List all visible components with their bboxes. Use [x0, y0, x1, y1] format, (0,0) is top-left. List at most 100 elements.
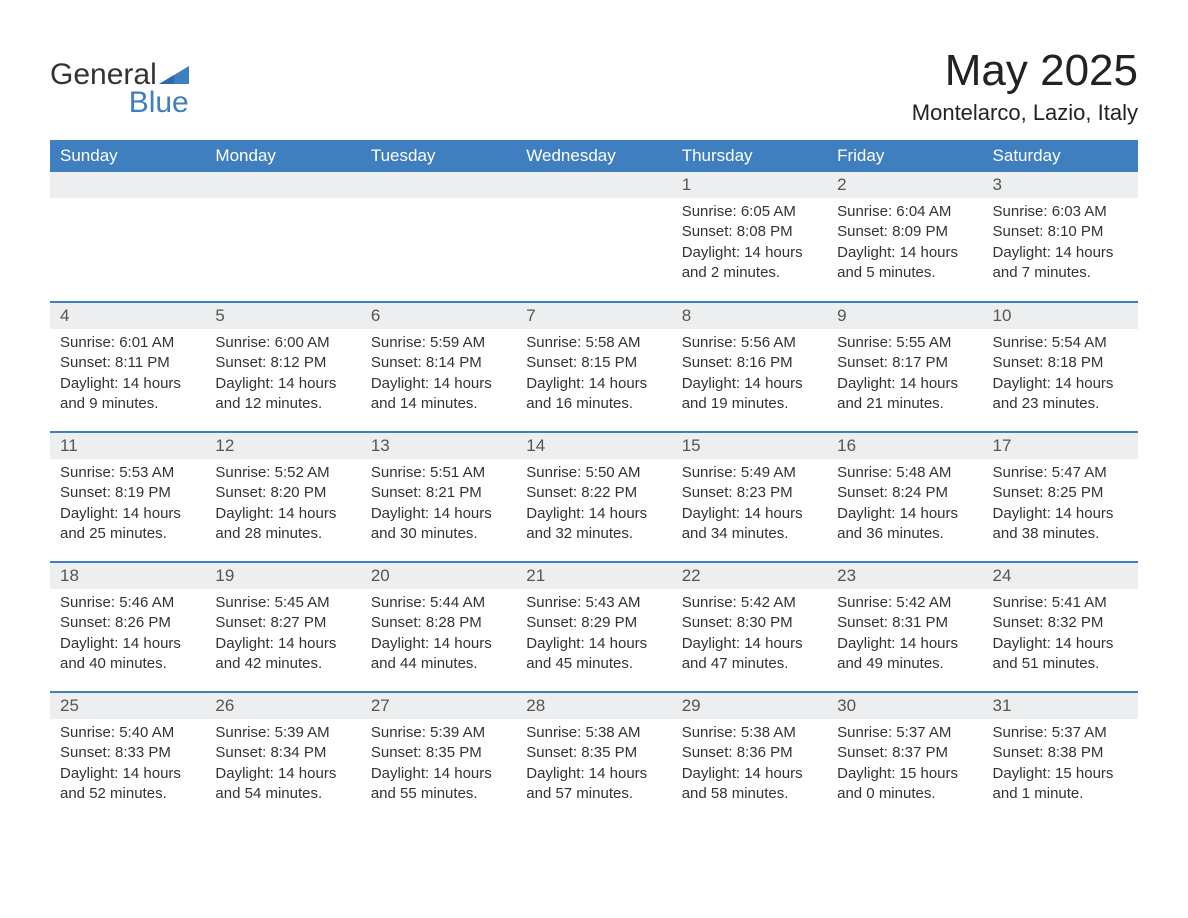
day-body: Sunrise: 5:59 AMSunset: 8:14 PMDaylight:… [361, 329, 516, 422]
day-body: Sunrise: 5:41 AMSunset: 8:32 PMDaylight:… [983, 589, 1138, 682]
calendar-cell: 27Sunrise: 5:39 AMSunset: 8:35 PMDayligh… [361, 692, 516, 822]
day-number: 2 [827, 172, 982, 198]
day-number: 27 [361, 693, 516, 719]
day-body: Sunrise: 5:42 AMSunset: 8:30 PMDaylight:… [672, 589, 827, 682]
calendar-cell: 13Sunrise: 5:51 AMSunset: 8:21 PMDayligh… [361, 432, 516, 562]
calendar-cell: 25Sunrise: 5:40 AMSunset: 8:33 PMDayligh… [50, 692, 205, 822]
weekday-header: Monday [205, 140, 360, 172]
day-number: 23 [827, 563, 982, 589]
calendar-cell [205, 172, 360, 302]
calendar-cell: 29Sunrise: 5:38 AMSunset: 8:36 PMDayligh… [672, 692, 827, 822]
header-row: General Blue May 2025 Montelarco, Lazio,… [50, 40, 1138, 134]
calendar-cell: 15Sunrise: 5:49 AMSunset: 8:23 PMDayligh… [672, 432, 827, 562]
calendar-cell [516, 172, 671, 302]
day-number: 12 [205, 433, 360, 459]
day-body: Sunrise: 6:01 AMSunset: 8:11 PMDaylight:… [50, 329, 205, 422]
day-body: Sunrise: 5:38 AMSunset: 8:35 PMDaylight:… [516, 719, 671, 812]
day-body: Sunrise: 5:58 AMSunset: 8:15 PMDaylight:… [516, 329, 671, 422]
day-body: Sunrise: 5:45 AMSunset: 8:27 PMDaylight:… [205, 589, 360, 682]
calendar-cell: 28Sunrise: 5:38 AMSunset: 8:35 PMDayligh… [516, 692, 671, 822]
calendar-header: SundayMondayTuesdayWednesdayThursdayFrid… [50, 140, 1138, 172]
day-body: Sunrise: 5:40 AMSunset: 8:33 PMDaylight:… [50, 719, 205, 812]
day-body: Sunrise: 5:50 AMSunset: 8:22 PMDaylight:… [516, 459, 671, 552]
calendar-cell: 6Sunrise: 5:59 AMSunset: 8:14 PMDaylight… [361, 302, 516, 432]
day-number: 1 [672, 172, 827, 198]
day-body: Sunrise: 5:48 AMSunset: 8:24 PMDaylight:… [827, 459, 982, 552]
day-body: Sunrise: 5:53 AMSunset: 8:19 PMDaylight:… [50, 459, 205, 552]
day-body: Sunrise: 5:43 AMSunset: 8:29 PMDaylight:… [516, 589, 671, 682]
calendar-table: SundayMondayTuesdayWednesdayThursdayFrid… [50, 140, 1138, 822]
calendar-cell: 30Sunrise: 5:37 AMSunset: 8:37 PMDayligh… [827, 692, 982, 822]
calendar-cell: 4Sunrise: 6:01 AMSunset: 8:11 PMDaylight… [50, 302, 205, 432]
day-number: 7 [516, 303, 671, 329]
day-number: 9 [827, 303, 982, 329]
calendar-row: 4Sunrise: 6:01 AMSunset: 8:11 PMDaylight… [50, 302, 1138, 432]
calendar-body: 1Sunrise: 6:05 AMSunset: 8:08 PMDaylight… [50, 172, 1138, 822]
day-body: Sunrise: 5:46 AMSunset: 8:26 PMDaylight:… [50, 589, 205, 682]
day-number: 13 [361, 433, 516, 459]
brand-word-blue: Blue [50, 88, 189, 118]
day-body: Sunrise: 5:44 AMSunset: 8:28 PMDaylight:… [361, 589, 516, 682]
day-number: 15 [672, 433, 827, 459]
day-body: Sunrise: 5:42 AMSunset: 8:31 PMDaylight:… [827, 589, 982, 682]
calendar-cell: 8Sunrise: 5:56 AMSunset: 8:16 PMDaylight… [672, 302, 827, 432]
day-number: 16 [827, 433, 982, 459]
day-number: 17 [983, 433, 1138, 459]
day-number: 29 [672, 693, 827, 719]
day-number: 5 [205, 303, 360, 329]
day-body: Sunrise: 5:37 AMSunset: 8:38 PMDaylight:… [983, 719, 1138, 812]
day-body: Sunrise: 6:00 AMSunset: 8:12 PMDaylight:… [205, 329, 360, 422]
calendar-cell: 3Sunrise: 6:03 AMSunset: 8:10 PMDaylight… [983, 172, 1138, 302]
title-block: May 2025 Montelarco, Lazio, Italy [912, 40, 1138, 134]
calendar-row: 1Sunrise: 6:05 AMSunset: 8:08 PMDaylight… [50, 172, 1138, 302]
calendar-cell: 10Sunrise: 5:54 AMSunset: 8:18 PMDayligh… [983, 302, 1138, 432]
weekday-header: Thursday [672, 140, 827, 172]
calendar-row: 11Sunrise: 5:53 AMSunset: 8:19 PMDayligh… [50, 432, 1138, 562]
calendar-cell: 7Sunrise: 5:58 AMSunset: 8:15 PMDaylight… [516, 302, 671, 432]
day-number: 4 [50, 303, 205, 329]
day-number: 21 [516, 563, 671, 589]
calendar-cell: 16Sunrise: 5:48 AMSunset: 8:24 PMDayligh… [827, 432, 982, 562]
day-number: 30 [827, 693, 982, 719]
calendar-cell: 18Sunrise: 5:46 AMSunset: 8:26 PMDayligh… [50, 562, 205, 692]
weekday-header: Saturday [983, 140, 1138, 172]
day-number: 20 [361, 563, 516, 589]
day-number: 24 [983, 563, 1138, 589]
brand-triangle-icon [159, 66, 189, 84]
calendar-cell: 31Sunrise: 5:37 AMSunset: 8:38 PMDayligh… [983, 692, 1138, 822]
day-number: 3 [983, 172, 1138, 198]
day-body: Sunrise: 5:47 AMSunset: 8:25 PMDaylight:… [983, 459, 1138, 552]
calendar-cell: 26Sunrise: 5:39 AMSunset: 8:34 PMDayligh… [205, 692, 360, 822]
calendar-cell: 5Sunrise: 6:00 AMSunset: 8:12 PMDaylight… [205, 302, 360, 432]
calendar-cell: 22Sunrise: 5:42 AMSunset: 8:30 PMDayligh… [672, 562, 827, 692]
day-body: Sunrise: 5:38 AMSunset: 8:36 PMDaylight:… [672, 719, 827, 812]
calendar-cell: 24Sunrise: 5:41 AMSunset: 8:32 PMDayligh… [983, 562, 1138, 692]
calendar-cell: 12Sunrise: 5:52 AMSunset: 8:20 PMDayligh… [205, 432, 360, 562]
day-body: Sunrise: 5:52 AMSunset: 8:20 PMDaylight:… [205, 459, 360, 552]
weekday-header: Wednesday [516, 140, 671, 172]
calendar-cell: 17Sunrise: 5:47 AMSunset: 8:25 PMDayligh… [983, 432, 1138, 562]
day-body: Sunrise: 6:04 AMSunset: 8:09 PMDaylight:… [827, 198, 982, 291]
day-number: 22 [672, 563, 827, 589]
calendar-cell: 14Sunrise: 5:50 AMSunset: 8:22 PMDayligh… [516, 432, 671, 562]
calendar-cell: 1Sunrise: 6:05 AMSunset: 8:08 PMDaylight… [672, 172, 827, 302]
day-number: 26 [205, 693, 360, 719]
weekday-header: Sunday [50, 140, 205, 172]
day-body: Sunrise: 5:51 AMSunset: 8:21 PMDaylight:… [361, 459, 516, 552]
day-number: 14 [516, 433, 671, 459]
empty-day [50, 172, 205, 198]
empty-day [516, 172, 671, 198]
day-number: 10 [983, 303, 1138, 329]
day-body: Sunrise: 5:56 AMSunset: 8:16 PMDaylight:… [672, 329, 827, 422]
day-body: Sunrise: 5:49 AMSunset: 8:23 PMDaylight:… [672, 459, 827, 552]
day-number: 31 [983, 693, 1138, 719]
day-body: Sunrise: 5:54 AMSunset: 8:18 PMDaylight:… [983, 329, 1138, 422]
calendar-cell [50, 172, 205, 302]
day-number: 19 [205, 563, 360, 589]
empty-day [205, 172, 360, 198]
calendar-row: 18Sunrise: 5:46 AMSunset: 8:26 PMDayligh… [50, 562, 1138, 692]
weekday-header: Tuesday [361, 140, 516, 172]
calendar-row: 25Sunrise: 5:40 AMSunset: 8:33 PMDayligh… [50, 692, 1138, 822]
day-body: Sunrise: 6:03 AMSunset: 8:10 PMDaylight:… [983, 198, 1138, 291]
location-text: Montelarco, Lazio, Italy [912, 100, 1138, 126]
